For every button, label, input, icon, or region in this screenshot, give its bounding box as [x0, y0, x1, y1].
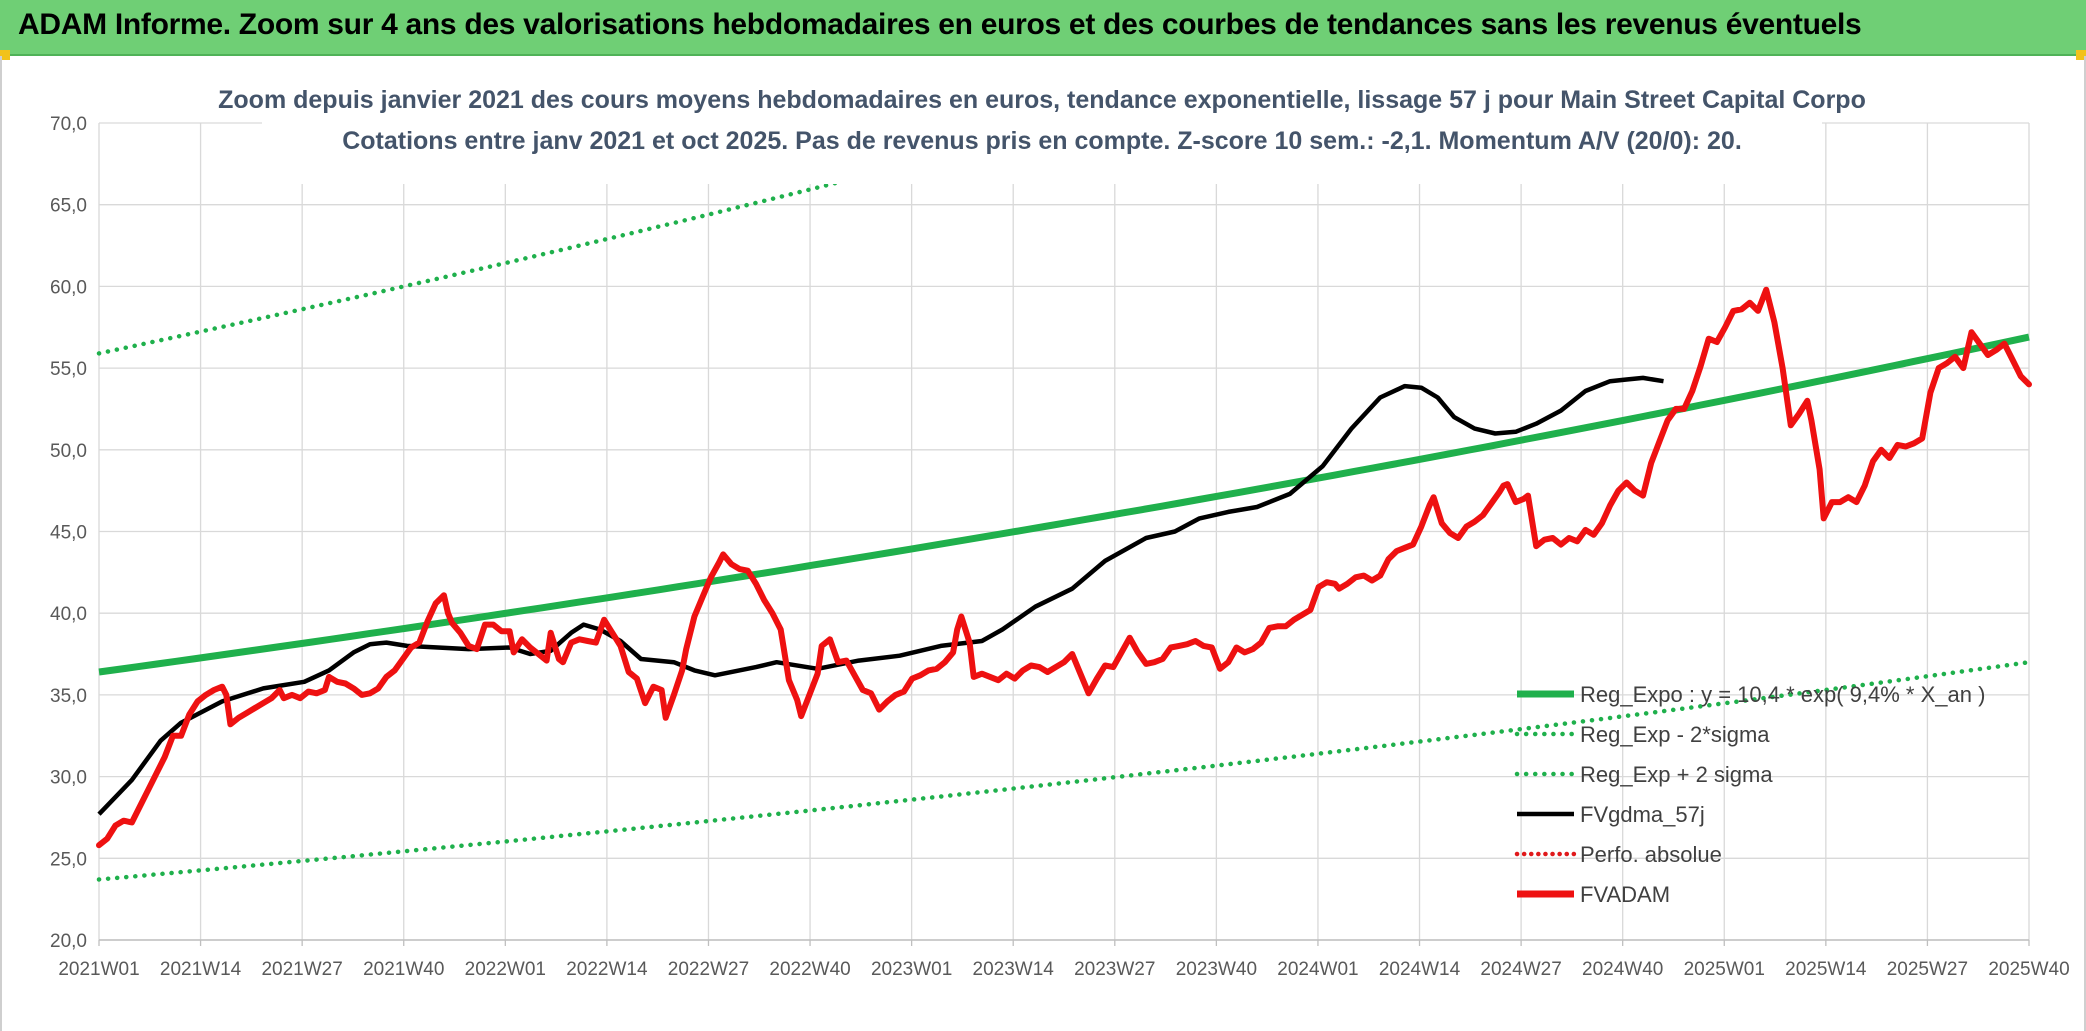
x-tick-label: 2025W27 [1887, 959, 1968, 980]
y-tick-label: 40,0 [50, 604, 87, 625]
title-backdrop [262, 76, 1822, 184]
reg-exp-minus-2sigma-line [96, 659, 2032, 882]
y-tick-label: 65,0 [50, 196, 87, 217]
x-tick-label: 2021W14 [160, 959, 242, 980]
x-tick-label: 2022W27 [668, 959, 749, 980]
legend-label-perfo: Perfo. absolue [1580, 842, 1722, 867]
x-tick-label: 2022W40 [769, 959, 850, 980]
x-tick-label: 2024W01 [1277, 959, 1358, 980]
y-tick-label: 60,0 [50, 277, 87, 298]
y-tick-label: 20,0 [50, 931, 87, 952]
corner-marker-right [2076, 50, 2086, 60]
y-tick-label: 50,0 [50, 441, 87, 462]
x-tick-label: 2022W14 [566, 959, 648, 980]
y-tick-label: 45,0 [50, 523, 87, 544]
x-tick-label: 2022W01 [465, 959, 546, 980]
fvgdma-57j-line [97, 375, 1664, 816]
corner-marker-left [0, 50, 10, 60]
chart-title-line2: Cotations entre janv 2021 et oct 2025. P… [342, 127, 1742, 155]
x-tick-label: 2021W01 [58, 959, 139, 980]
x-tick-label: 2024W40 [1582, 959, 1663, 980]
fvadam-price-line [96, 286, 2032, 849]
chart-title-line1: Zoom depuis janvier 2021 des cours moyen… [218, 86, 1866, 114]
x-tick-label: 2021W27 [261, 959, 342, 980]
legend: Reg_Expo : y = 10,4 * exp( 9,4% * X_an )… [1514, 682, 1985, 907]
y-tick-label: 55,0 [50, 359, 87, 380]
x-tick-label: 2024W14 [1379, 959, 1461, 980]
line-chart: 20,0 25,0 30,0 35,0 40,0 45,0 50,0 55,0 60,0 65,0… [50, 76, 2070, 980]
x-tick-label: 2024W27 [1480, 959, 1561, 980]
legend-label-gdma: FVgdma_57j [1580, 802, 1705, 827]
report-banner: ADAM Informe. Zoom sur 4 ans des valoris… [0, 0, 2086, 56]
y-tick-label: 30,0 [50, 768, 87, 789]
legend-label-plus: Reg_Exp + 2 sigma [1580, 762, 1773, 787]
grid [98, 122, 2030, 941]
legend-label-reg: Reg_Expo : y = 10,4 * exp( 9,4% * X_an ) [1580, 682, 1985, 707]
x-tick-label: 2023W14 [973, 959, 1055, 980]
x-tick-label: 2025W14 [1785, 959, 1867, 980]
chart-frame: 20,0 25,0 30,0 35,0 40,0 45,0 50,0 55,0 60,0 65,0… [0, 56, 2086, 1031]
report-title: ADAM Informe. Zoom sur 4 ans des valoris… [18, 8, 1862, 41]
y-tick-label: 70,0 [50, 114, 87, 135]
y-tick-label: 25,0 [50, 849, 87, 870]
x-axis: 2021W01 2021W14 2021W27 2021W40 2022W01 2022W… [58, 939, 2070, 980]
legend-label-minus: Reg_Exp - 2*sigma [1580, 722, 1770, 747]
y-tick-label: 35,0 [50, 686, 87, 707]
reg-expo-line [98, 333, 2030, 676]
y-axis: 20,0 25,0 30,0 35,0 40,0 45,0 50,0 55,0 60,0 65,0… [50, 114, 87, 952]
x-tick-label: 2021W40 [363, 959, 444, 980]
x-tick-label: 2023W27 [1074, 959, 1155, 980]
x-tick-label: 2025W01 [1684, 959, 1765, 980]
x-tick-label: 2023W40 [1176, 959, 1257, 980]
x-tick-label: 2025W40 [1988, 959, 2069, 980]
x-tick-label: 2023W01 [871, 959, 952, 980]
legend-label-price: FVADAM [1580, 882, 1670, 907]
